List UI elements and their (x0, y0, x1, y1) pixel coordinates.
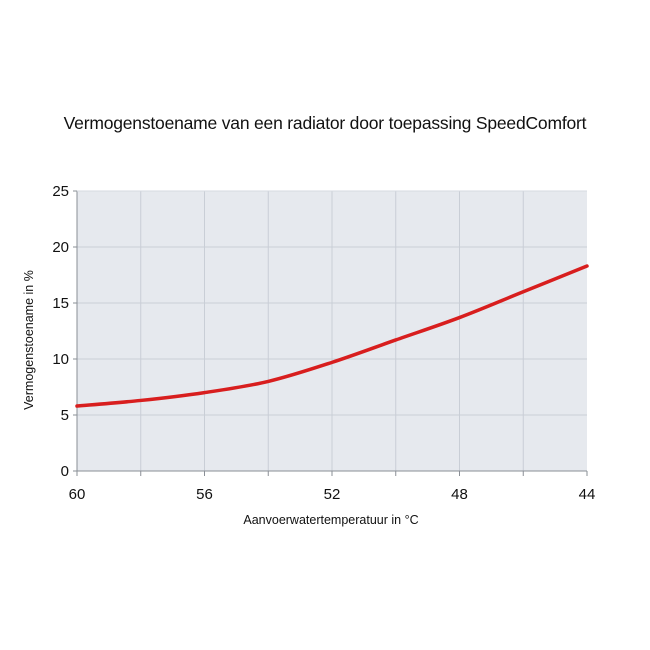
x-tick-label: 48 (451, 486, 468, 503)
y-tick-label: 15 (52, 295, 69, 312)
x-tick-label: 52 (324, 486, 341, 503)
y-axis-ticks: 0 5 10 15 20 25 (52, 183, 77, 480)
data-line (75, 264, 589, 408)
gridlines (77, 191, 587, 471)
y-tick-label: 0 (61, 463, 69, 480)
x-axis-label: Aanvoerwatertemperatuur in °C (243, 513, 419, 527)
chart-title: Vermogenstoename van een radiator door t… (63, 113, 587, 133)
y-tick-label: 10 (52, 351, 69, 368)
x-tick-label: 60 (69, 486, 86, 503)
y-tick-label: 20 (52, 239, 69, 256)
y-axis-label: Vermogenstoename in % (22, 270, 36, 410)
x-tick-label: 56 (196, 486, 213, 503)
y-tick-label: 25 (52, 183, 69, 200)
x-axis-ticks: 60 56 52 48 44 (69, 471, 596, 503)
x-tick-label: 44 (579, 486, 596, 503)
y-tick-label: 5 (61, 407, 69, 424)
